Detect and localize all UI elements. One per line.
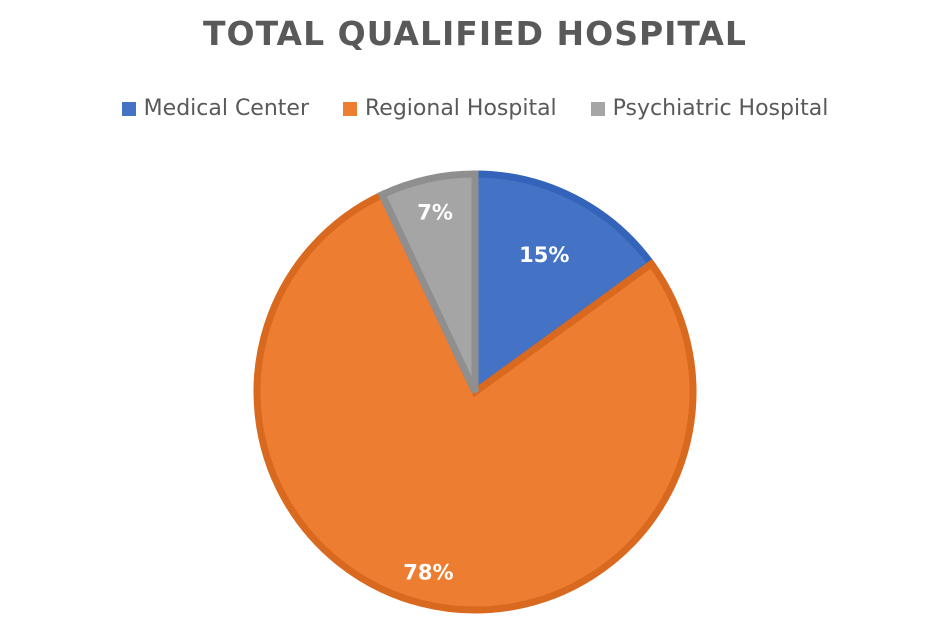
slice-label-medical-center: 15% [519,243,569,267]
legend-label-regional-hospital: Regional Hospital [365,96,557,121]
legend-item-psychiatric-hospital: Psychiatric Hospital [590,96,829,121]
chart-title: TOTAL QUALIFIED HOSPITAL [203,14,747,53]
slice-labels-layer: 15% 78% 7% [403,200,569,584]
slices-layer [253,170,697,614]
pie-slice-regional-hospital [253,190,697,614]
legend-swatch-regional-hospital [343,101,357,116]
legend-label-medical-center: Medical Center [143,96,309,121]
pie-slice-psychiatric-hospital [377,170,479,394]
slice-label-regional-hospital: 78% [403,561,453,585]
pie-slice-medical-center [471,170,657,399]
legend: Medical Center Regional Hospital Psychia… [0,96,950,121]
slice-label-psychiatric-hospital: 7% [417,200,453,224]
legend-label-psychiatric-hospital: Psychiatric Hospital [612,96,829,121]
legend-swatch-medical-center [121,101,136,116]
legend-swatch-psychiatric-hospital [590,101,605,116]
legend-item-medical-center: Medical Center [121,96,309,121]
legend-item-regional-hospital: Regional Hospital [343,96,557,121]
